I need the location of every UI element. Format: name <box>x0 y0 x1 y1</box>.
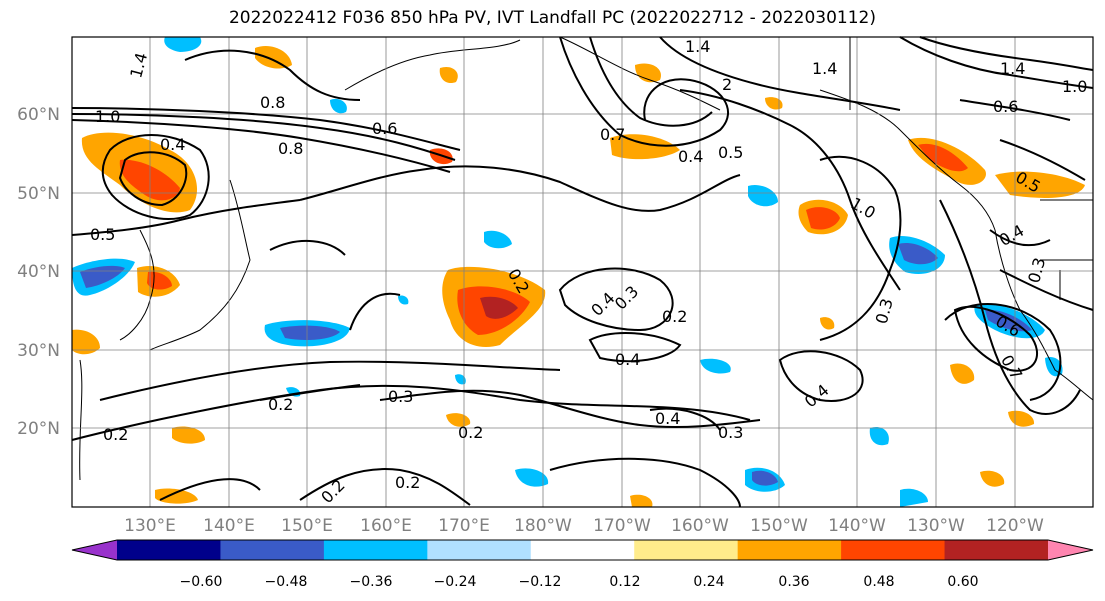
colorbar-tick-label: −0.48 <box>265 574 308 590</box>
contour-label: 0.7 <box>600 125 625 144</box>
contour-label: 1.0 <box>95 107 120 126</box>
lon-label: 160°W <box>671 516 729 536</box>
colorbar-tick-label: −0.24 <box>434 574 477 590</box>
contour-label: 1.4 <box>685 37 710 56</box>
contour-label: 0.2 <box>662 307 687 326</box>
contour-label: 1.4 <box>1000 59 1025 78</box>
contour-label: 0.4 <box>615 350 640 369</box>
lon-label: 150°W <box>750 516 808 536</box>
colorbar-tick-label: 0.48 <box>863 574 894 590</box>
contour-label: 0.8 <box>260 93 285 112</box>
colorbar-tick-label: 0.24 <box>693 574 724 590</box>
lat-label: 30°N <box>17 341 60 361</box>
colorbar-segment <box>737 540 842 560</box>
colorbar-segment <box>427 540 532 560</box>
contour-label: 0.2 <box>395 473 420 492</box>
contour-label: 1.4 <box>812 59 837 78</box>
lat-label: 60°N <box>17 105 60 125</box>
contour-label: 1.0 <box>1062 77 1087 96</box>
colorbar-segment <box>841 540 946 560</box>
colorbar-tick-label: −0.12 <box>519 574 562 590</box>
colorbar-segment <box>634 540 739 560</box>
contour-label: 0.6 <box>993 97 1018 116</box>
contour-label: 0.4 <box>678 147 703 166</box>
lon-label: 130°W <box>907 516 965 536</box>
lat-label: 40°N <box>17 262 60 282</box>
contour-label: 0.3 <box>718 423 743 442</box>
colorbar-segment <box>117 540 221 560</box>
positive-anomaly-shading <box>72 45 1085 507</box>
contour-label: 0.4 <box>160 135 185 154</box>
lon-label: 140°W <box>828 516 886 536</box>
map-background <box>72 37 1093 507</box>
contour-label: 0.8 <box>278 139 303 158</box>
lon-label: 140°E <box>203 516 255 536</box>
colorbar-tick-label: 0.60 <box>947 574 978 590</box>
contour-label: 0.2 <box>103 425 128 444</box>
contour-label: 0.3 <box>388 387 413 406</box>
colorbar-segment <box>323 540 428 560</box>
latitude-axis: 60°N 50°N 40°N 30°N 20°N <box>17 105 60 439</box>
colorbar-tick-label: −0.60 <box>180 574 223 590</box>
lat-label: 20°N <box>17 419 60 439</box>
colorbar-tick-label: −0.36 <box>350 574 393 590</box>
contour-label: 0.2 <box>268 395 293 414</box>
colorbar-segment <box>220 540 325 560</box>
colorbar-segment <box>944 540 1049 560</box>
lon-label: 170°E <box>438 516 490 536</box>
lat-label: 50°N <box>17 184 60 204</box>
lon-label: 130°E <box>124 516 176 536</box>
contour-label: 0.2 <box>458 423 483 442</box>
colorbar-tick-label: 0.12 <box>609 574 640 590</box>
lon-label: 160°E <box>360 516 412 536</box>
colorbar-segment <box>72 540 117 560</box>
colorbar-segment <box>530 540 635 560</box>
lon-label: 150°E <box>281 516 333 536</box>
longitude-axis: 130°E 140°E 150°E 160°E 170°E 180°W 170°… <box>124 516 1044 536</box>
contour-label: 0.6 <box>372 119 397 138</box>
map-frame <box>71 36 1094 508</box>
lon-label: 180°W <box>514 516 572 536</box>
lon-label: 170°W <box>593 516 651 536</box>
contour-label: 2 <box>722 75 732 94</box>
lon-label: 120°W <box>986 516 1044 536</box>
colorbar-outline <box>71 539 1094 561</box>
colorbar-tick-label: 0.36 <box>778 574 809 590</box>
colorbar-segment <box>1048 540 1093 560</box>
contour-label: 0.5 <box>718 143 743 162</box>
colorbar-ticks: −0.60 −0.48 −0.36 −0.24 −0.12 0.12 0.24 … <box>180 574 979 590</box>
pv-contours <box>71 36 1094 508</box>
colorbar-fills <box>72 540 1093 560</box>
contour-label: 0.5 <box>90 225 115 244</box>
map-title: 2022022412 F036 850 hPa PV, IVT Landfall… <box>228 8 876 28</box>
contour-label: 0.4 <box>655 409 680 428</box>
